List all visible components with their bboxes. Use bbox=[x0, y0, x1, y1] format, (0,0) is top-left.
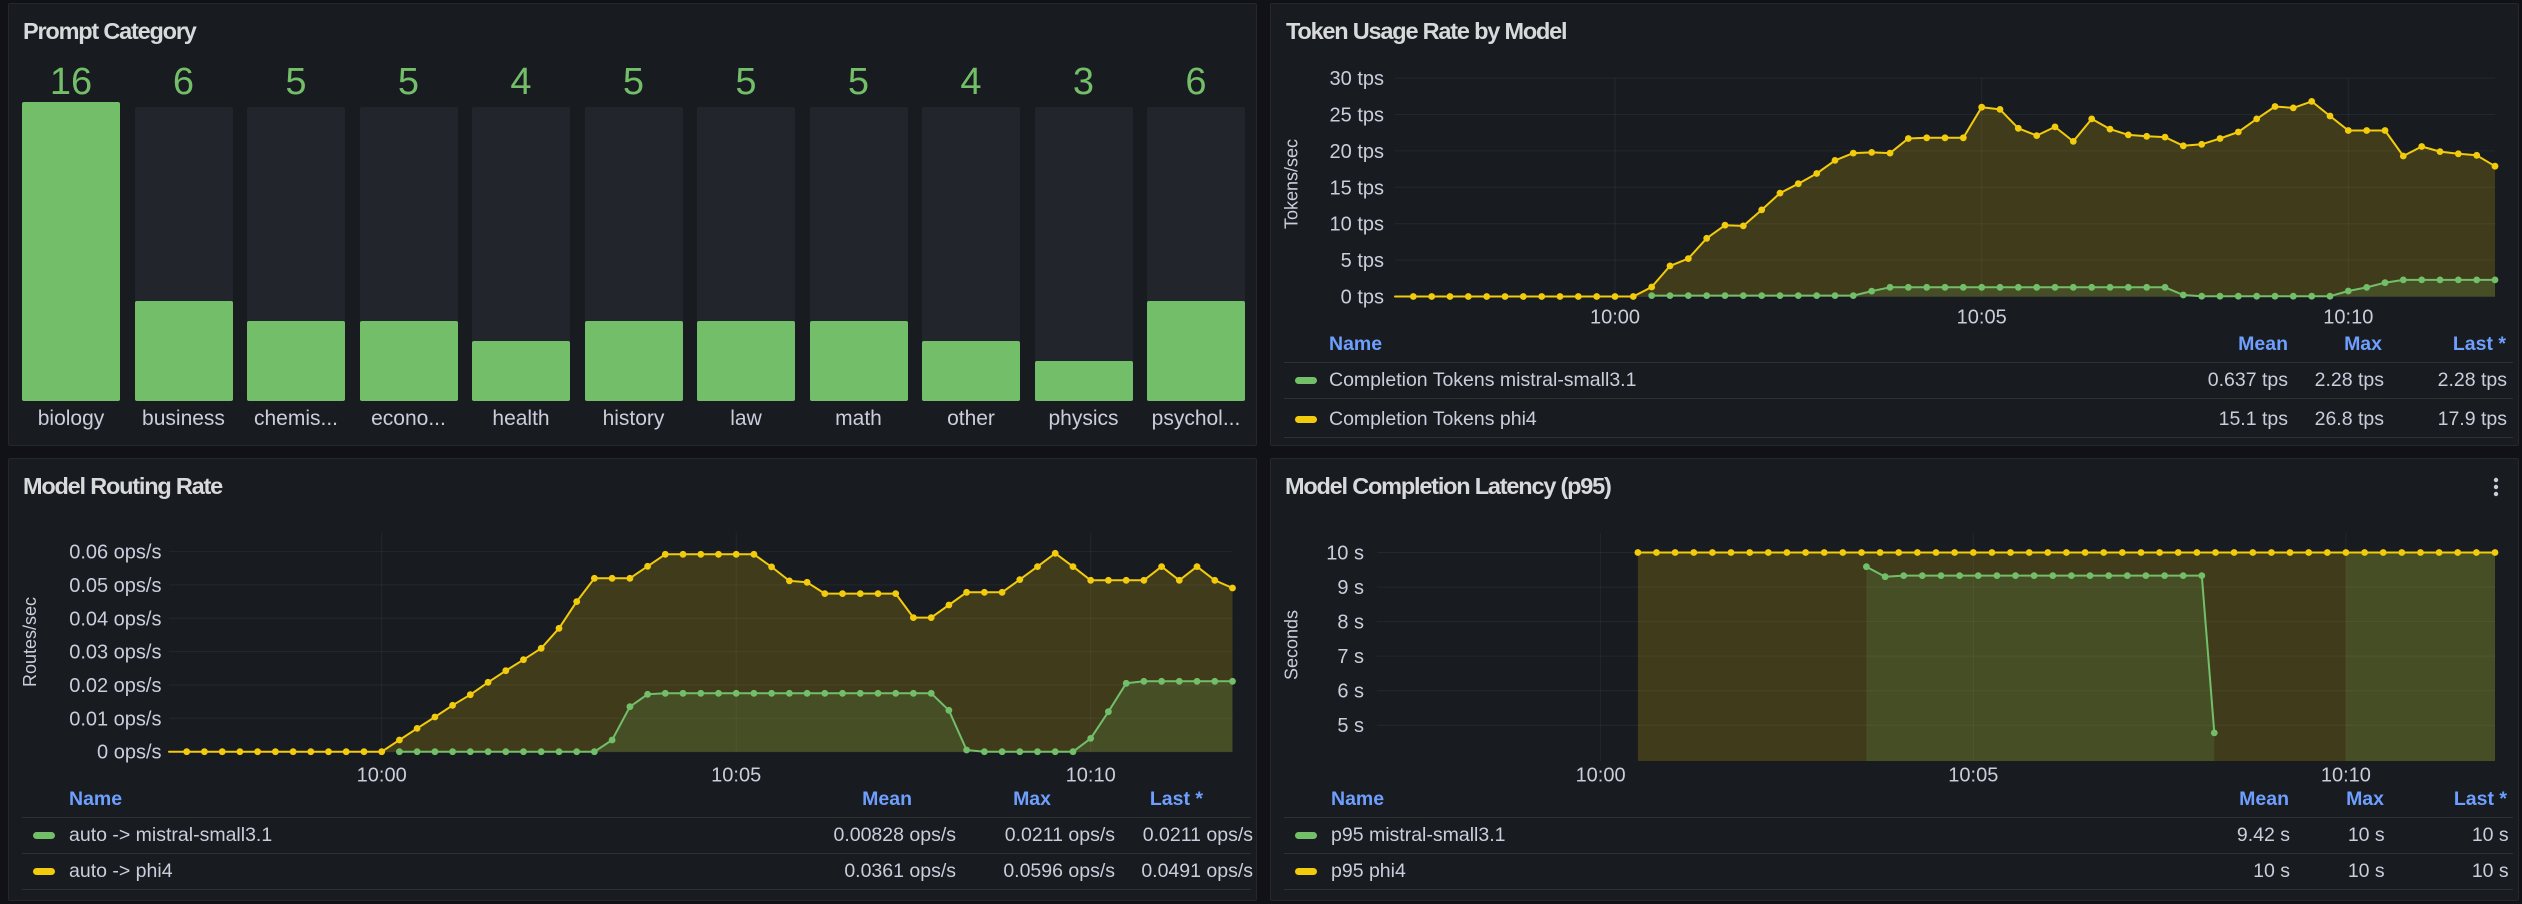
svg-text:10 s: 10 s bbox=[1326, 543, 1364, 565]
svg-text:Routes/sec: Routes/sec bbox=[20, 597, 40, 687]
svg-text:10:05: 10:05 bbox=[711, 765, 761, 787]
svg-text:0.04 ops/s: 0.04 ops/s bbox=[69, 608, 161, 630]
svg-text:0 tps: 0 tps bbox=[1341, 287, 1384, 309]
svg-text:0 ops/s: 0 ops/s bbox=[97, 742, 161, 764]
svg-text:10:00: 10:00 bbox=[1576, 765, 1626, 787]
svg-text:10 tps: 10 tps bbox=[1330, 214, 1384, 236]
svg-text:25 tps: 25 tps bbox=[1330, 105, 1384, 127]
svg-text:7 s: 7 s bbox=[1337, 646, 1364, 668]
svg-text:10:05: 10:05 bbox=[1948, 765, 1998, 787]
svg-text:0.03 ops/s: 0.03 ops/s bbox=[69, 642, 161, 664]
svg-text:30 tps: 30 tps bbox=[1330, 68, 1384, 90]
svg-text:5 s: 5 s bbox=[1337, 715, 1364, 737]
svg-text:5 tps: 5 tps bbox=[1341, 250, 1384, 272]
svg-text:15 tps: 15 tps bbox=[1330, 177, 1384, 199]
svg-text:Seconds: Seconds bbox=[1281, 610, 1301, 680]
svg-text:9 s: 9 s bbox=[1337, 577, 1364, 599]
svg-text:10:00: 10:00 bbox=[357, 765, 407, 787]
svg-text:0.01 ops/s: 0.01 ops/s bbox=[69, 708, 161, 730]
svg-text:8 s: 8 s bbox=[1337, 612, 1364, 634]
svg-text:0.02 ops/s: 0.02 ops/s bbox=[69, 675, 161, 697]
svg-text:20 tps: 20 tps bbox=[1330, 141, 1384, 163]
svg-text:10:10: 10:10 bbox=[2321, 765, 2371, 787]
svg-text:10:10: 10:10 bbox=[2323, 307, 2373, 329]
svg-text:10:00: 10:00 bbox=[1590, 307, 1640, 329]
svg-text:Tokens/sec: Tokens/sec bbox=[1281, 139, 1301, 229]
svg-text:10:05: 10:05 bbox=[1957, 307, 2007, 329]
svg-text:10:10: 10:10 bbox=[1066, 765, 1116, 787]
svg-text:0.05 ops/s: 0.05 ops/s bbox=[69, 575, 161, 597]
svg-text:6 s: 6 s bbox=[1337, 681, 1364, 703]
svg-text:0.06 ops/s: 0.06 ops/s bbox=[69, 542, 161, 564]
